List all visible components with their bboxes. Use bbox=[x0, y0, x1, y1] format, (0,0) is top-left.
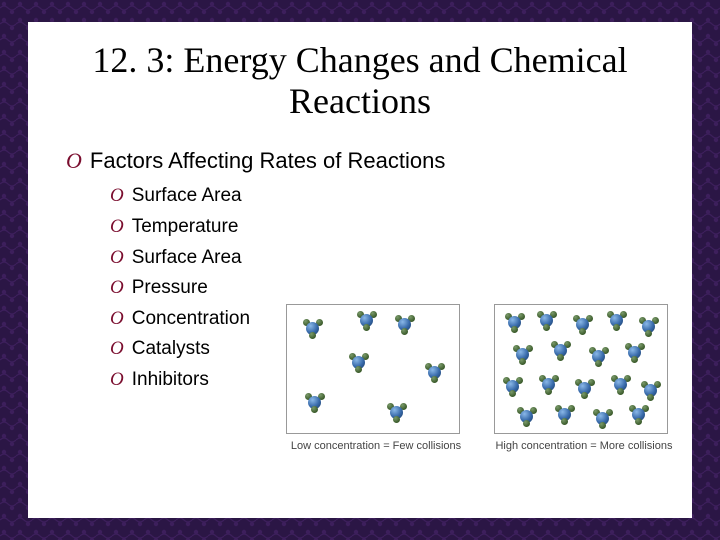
molecule-icon bbox=[305, 393, 325, 413]
bullet-icon: O bbox=[110, 367, 124, 394]
molecule-icon bbox=[573, 315, 593, 335]
bullet-icon: O bbox=[66, 147, 82, 176]
diagram-left-caption: Low concentration = Few collisions bbox=[286, 434, 466, 452]
molecule-icon bbox=[625, 343, 645, 363]
diagram-right-caption: High concentration = More collisions bbox=[494, 434, 674, 452]
molecule-icon bbox=[357, 311, 377, 331]
molecule-icon bbox=[641, 381, 661, 401]
molecule-icon bbox=[503, 377, 523, 397]
slide-background: 12. 3: Energy Changes and Chemical React… bbox=[0, 0, 720, 540]
molecule-icon bbox=[629, 405, 649, 425]
molecule-icon bbox=[611, 375, 631, 395]
bullet-icon: O bbox=[110, 245, 124, 272]
molecule-icon bbox=[517, 407, 537, 427]
sub-list-item: O Surface Area bbox=[110, 181, 692, 212]
molecule-icon bbox=[575, 379, 595, 399]
molecule-icon bbox=[395, 315, 415, 335]
diagram-high-concentration: High concentration = More collisions bbox=[494, 304, 674, 480]
bullet-icon: O bbox=[110, 336, 124, 363]
sub-item-text: Surface Area bbox=[132, 183, 242, 210]
sub-item-text: Concentration bbox=[132, 306, 250, 333]
molecule-icon bbox=[589, 347, 609, 367]
molecule-icon bbox=[593, 409, 613, 429]
sub-list-item: O Pressure bbox=[110, 273, 692, 304]
bullet-icon: O bbox=[110, 183, 124, 210]
diagram-low-concentration: Low concentration = Few collisions bbox=[286, 304, 466, 480]
molecule-icon bbox=[387, 403, 407, 423]
sub-item-text: Pressure bbox=[132, 275, 208, 302]
molecule-icon bbox=[639, 317, 659, 337]
molecule-frame-left bbox=[286, 304, 460, 434]
slide-content: 12. 3: Energy Changes and Chemical React… bbox=[28, 22, 692, 518]
molecule-icon bbox=[303, 319, 323, 339]
molecule-icon bbox=[551, 341, 571, 361]
sub-list-item: O Surface Area bbox=[110, 243, 692, 274]
main-list-item: O Factors Affecting Rates of Reactions bbox=[28, 129, 692, 178]
sub-item-text: Temperature bbox=[132, 214, 239, 241]
slide-title: 12. 3: Energy Changes and Chemical React… bbox=[28, 22, 692, 129]
molecule-icon bbox=[539, 375, 559, 395]
sub-list-item: O Temperature bbox=[110, 212, 692, 243]
bullet-icon: O bbox=[110, 306, 124, 333]
sub-item-text: Surface Area bbox=[132, 245, 242, 272]
molecule-icon bbox=[537, 311, 557, 331]
bullet-icon: O bbox=[110, 275, 124, 302]
molecule-icon bbox=[513, 345, 533, 365]
molecule-icon bbox=[505, 313, 525, 333]
molecule-icon bbox=[607, 311, 627, 331]
bullet-icon: O bbox=[110, 214, 124, 241]
concentration-diagram: Low concentration = Few collisions High … bbox=[286, 304, 678, 480]
molecule-icon bbox=[349, 353, 369, 373]
sub-item-text: Catalysts bbox=[132, 336, 210, 363]
sub-item-text: Inhibitors bbox=[132, 367, 209, 394]
main-item-text: Factors Affecting Rates of Reactions bbox=[90, 147, 445, 176]
molecule-icon bbox=[555, 405, 575, 425]
molecule-icon bbox=[425, 363, 445, 383]
molecule-frame-right bbox=[494, 304, 668, 434]
